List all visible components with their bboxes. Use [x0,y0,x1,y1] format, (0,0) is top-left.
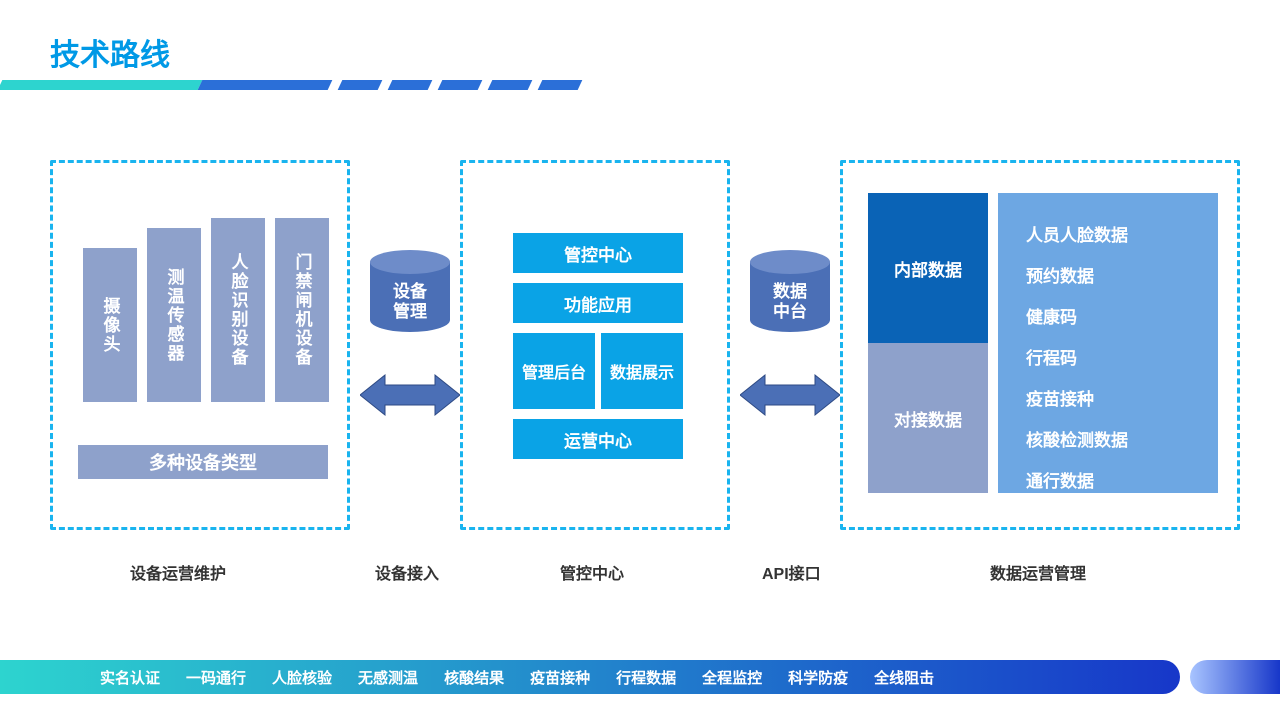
footer-item: 无感测温 [358,667,418,688]
caption-api: API接口 [762,560,821,584]
center-block: 管理后台 [513,333,595,409]
center-block: 运营中心 [513,419,683,459]
right-data-list: 人员人脸数据预约数据健康码行程码疫苗接种核酸检测数据通行数据 [998,193,1218,493]
device-column: 测温传感器 [147,228,201,402]
footer-item: 一码通行 [186,667,246,688]
data-list-item: 疫苗接种 [1026,385,1218,410]
cylinder-device-mgmt: 设备 管理 [370,250,450,332]
center-block: 功能应用 [513,283,683,323]
devices-box: 多种设备类型 摄像头测温传感器人脸识别设备门禁闸机设备 [50,160,350,530]
center-box: 管控中心 功能应用 管理后台 数据展示 运营中心 [460,160,730,530]
cylinder-label: 数据 中台 [773,282,807,323]
cylinder-label: 设备 管理 [393,282,427,323]
caption-data-ops: 数据运营管理 [990,560,1086,584]
caption-devices: 设备运营维护 [130,560,226,584]
device-column: 摄像头 [83,248,137,402]
footer-item: 行程数据 [616,667,676,688]
footer-bar: 实名认证 一码通行 人脸核验 无感测温 核酸结果 疫苗接种 行程数据 全程监控 科学防疫 全线阻击 [0,660,1180,694]
footer-item: 疫苗接种 [530,667,590,688]
footer-item: 全程监控 [702,667,762,688]
footer-pill [1190,660,1280,694]
data-list-item: 预约数据 [1026,262,1218,287]
footer-item: 全线阻击 [874,667,934,688]
caption-center: 管控中心 [560,560,624,584]
device-column: 人脸识别设备 [211,218,265,402]
architecture-diagram: 多种设备类型 摄像头测温传感器人脸识别设备门禁闸机设备 设备运营维护 设备 管理… [50,160,1240,540]
data-list-item: 人员人脸数据 [1026,221,1218,246]
data-list-item: 行程码 [1026,344,1218,369]
footer-item: 实名认证 [100,667,160,688]
page-title: 技术路线 [50,30,170,74]
title-underline [0,80,600,90]
devices-footer: 多种设备类型 [78,445,328,479]
device-column: 门禁闸机设备 [275,218,329,402]
bidirectional-arrow-icon [360,370,460,420]
data-ops-box: 内部数据 对接数据 人员人脸数据预约数据健康码行程码疫苗接种核酸检测数据通行数据 [840,160,1240,530]
data-list-item: 健康码 [1026,303,1218,328]
right-internal-data: 内部数据 [868,193,988,343]
data-list-item: 通行数据 [1026,467,1218,492]
footer-item: 人脸核验 [272,667,332,688]
footer-item: 科学防疫 [788,667,848,688]
center-block: 管控中心 [513,233,683,273]
center-block: 数据展示 [601,333,683,409]
caption-device-access: 设备接入 [375,560,439,584]
cylinder-data-mid: 数据 中台 [750,250,830,332]
bidirectional-arrow-icon [740,370,840,420]
right-integrate-data: 对接数据 [868,343,988,493]
data-list-item: 核酸检测数据 [1026,426,1218,451]
footer-item: 核酸结果 [444,667,504,688]
